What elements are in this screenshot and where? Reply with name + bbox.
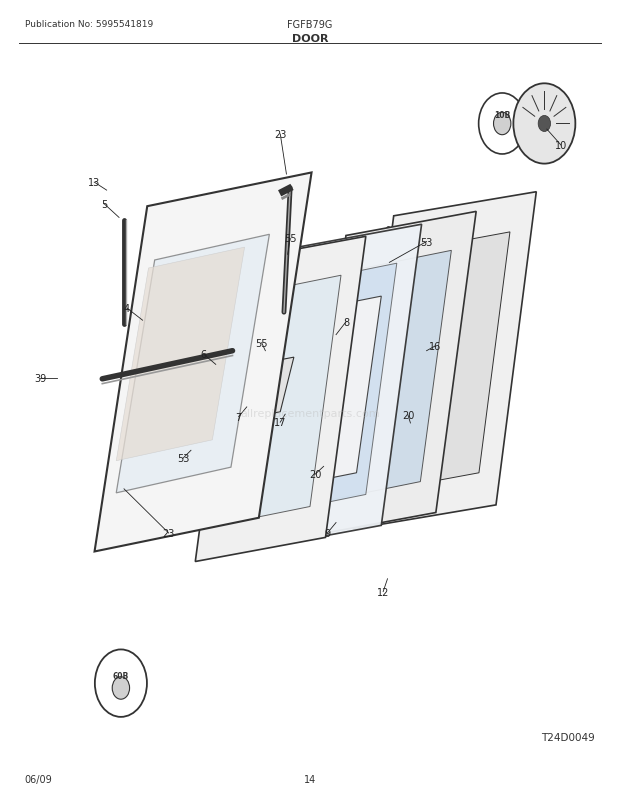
Text: 23: 23 [162, 529, 175, 538]
Text: 12: 12 [377, 587, 389, 597]
Polygon shape [371, 233, 510, 493]
Text: 20: 20 [402, 411, 414, 420]
Circle shape [479, 94, 526, 155]
Circle shape [513, 84, 575, 164]
Text: 06/09: 06/09 [25, 775, 53, 784]
Text: 10B: 10B [494, 111, 510, 120]
Polygon shape [117, 248, 244, 461]
Text: T24D0049: T24D0049 [541, 732, 595, 742]
Text: 53: 53 [420, 237, 433, 247]
Text: 60B: 60B [113, 670, 129, 680]
Text: 23: 23 [274, 130, 286, 140]
Polygon shape [321, 251, 451, 502]
Text: 39: 39 [34, 374, 46, 383]
Polygon shape [353, 192, 536, 529]
Text: 17: 17 [274, 418, 286, 427]
Text: 4: 4 [124, 304, 130, 314]
Polygon shape [117, 235, 270, 493]
Text: FGFB79G: FGFB79G [287, 20, 333, 30]
Text: 16: 16 [429, 342, 441, 351]
Polygon shape [211, 276, 341, 527]
Circle shape [494, 113, 511, 136]
Polygon shape [267, 264, 397, 515]
Text: 20: 20 [309, 470, 321, 480]
Text: 6: 6 [200, 350, 206, 359]
Text: 9: 9 [324, 529, 330, 538]
Circle shape [538, 116, 551, 132]
Polygon shape [238, 358, 294, 420]
Text: allreplacementparts.com: allreplacementparts.com [240, 408, 380, 418]
Text: 53: 53 [177, 454, 189, 464]
Text: DOOR: DOOR [292, 34, 328, 43]
Text: 8: 8 [343, 318, 349, 327]
Text: 55: 55 [255, 338, 268, 348]
Polygon shape [276, 297, 381, 489]
Text: 10: 10 [555, 141, 567, 151]
Polygon shape [94, 173, 311, 552]
Polygon shape [306, 212, 476, 537]
Polygon shape [195, 237, 366, 561]
Text: 55: 55 [284, 234, 296, 244]
Text: Publication No: 5995541819: Publication No: 5995541819 [25, 20, 153, 29]
Text: 7: 7 [236, 412, 242, 422]
Polygon shape [251, 225, 422, 550]
Text: 13: 13 [88, 178, 100, 188]
Text: 5: 5 [101, 200, 107, 209]
Circle shape [112, 677, 130, 699]
Circle shape [95, 650, 147, 717]
Text: 14: 14 [304, 775, 316, 784]
